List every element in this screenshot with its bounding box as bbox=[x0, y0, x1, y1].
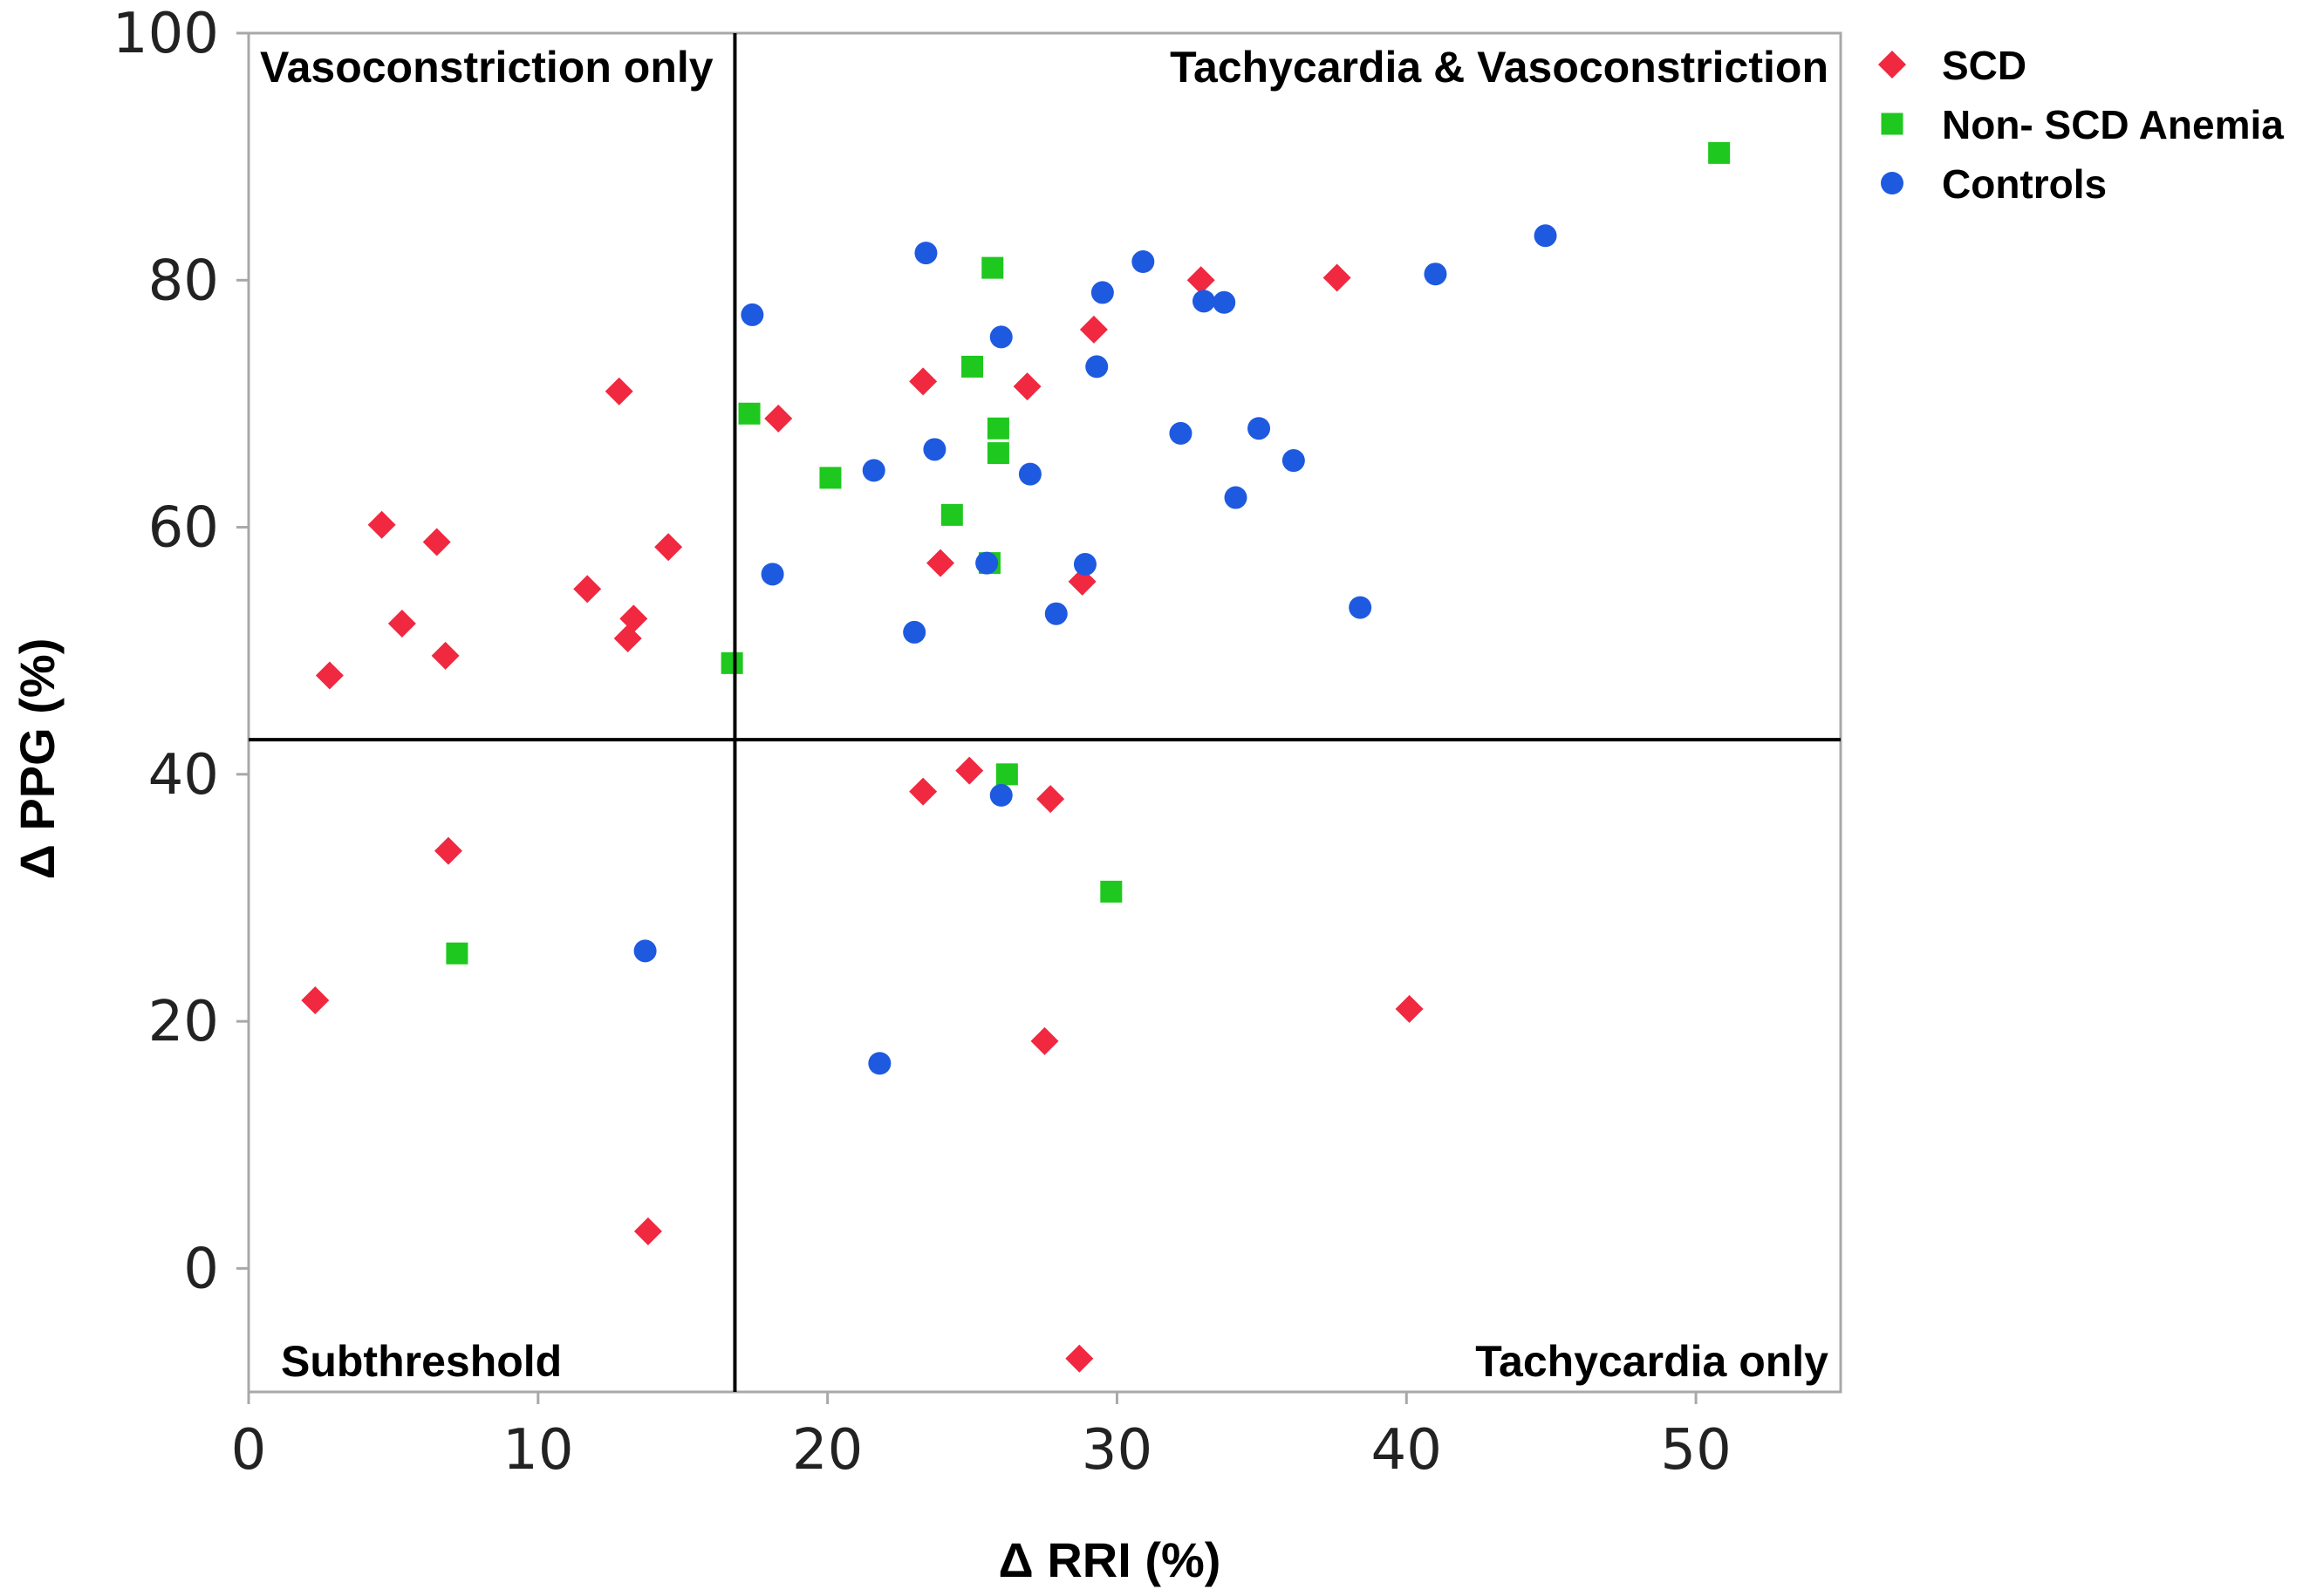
controls-point bbox=[1018, 462, 1042, 486]
scd-point bbox=[301, 986, 330, 1015]
non-scd-anemia-point bbox=[961, 355, 984, 378]
scd-point bbox=[422, 528, 451, 556]
scd-point bbox=[1186, 266, 1215, 295]
controls-point bbox=[903, 620, 926, 644]
legend-marker-non-scd-anemia bbox=[1881, 113, 1903, 135]
non-scd-anemia-point bbox=[987, 417, 1009, 440]
controls-point bbox=[1281, 449, 1305, 473]
scd-point bbox=[573, 575, 602, 604]
controls-point bbox=[923, 438, 946, 461]
controls-point bbox=[1349, 596, 1372, 619]
scd-point bbox=[1395, 994, 1424, 1023]
y-tick-label: 0 bbox=[183, 1237, 219, 1301]
scd-point bbox=[431, 641, 460, 670]
scd-point bbox=[633, 1217, 662, 1245]
x-tick-label: 0 bbox=[231, 1418, 267, 1483]
x-tick-label: 10 bbox=[502, 1418, 573, 1483]
quadrant-label-bottom-left: Subthreshold bbox=[281, 1337, 562, 1386]
scd-point bbox=[619, 604, 648, 633]
x-tick-label: 30 bbox=[1082, 1418, 1152, 1483]
scd-point bbox=[1013, 372, 1042, 401]
scd-point bbox=[955, 756, 984, 785]
controls-point bbox=[868, 1052, 892, 1075]
y-axis-label: Δ PPG (%) bbox=[10, 638, 65, 880]
scd-point bbox=[654, 533, 683, 562]
controls-point bbox=[989, 325, 1013, 349]
x-axis: 0 10 20 30 40 50 bbox=[231, 1392, 1732, 1483]
x-tick-label: 20 bbox=[792, 1418, 863, 1483]
legend-label-non-scd-anemia: Non- SCD Anemia bbox=[1942, 102, 2284, 147]
scd-point bbox=[909, 367, 938, 396]
non-scd-anemia-point bbox=[995, 763, 1018, 786]
legend-label-controls: Controls bbox=[1942, 161, 2107, 207]
controls-point bbox=[1193, 290, 1215, 313]
controls-point bbox=[1044, 602, 1068, 625]
quadrant-label-top-right: Tachycardia & Vasoconstriction bbox=[1170, 43, 1828, 92]
controls-point bbox=[1213, 290, 1236, 314]
controls-point bbox=[633, 939, 657, 963]
controls-point bbox=[914, 242, 938, 265]
non-scd-anemia-point bbox=[819, 467, 842, 489]
x-tick-label: 40 bbox=[1371, 1418, 1442, 1483]
controls-point bbox=[1073, 553, 1097, 576]
controls-point bbox=[741, 303, 764, 326]
y-tick-label: 40 bbox=[148, 743, 219, 808]
non-scd-anemia-point bbox=[987, 442, 1009, 465]
non-scd-anemia-point bbox=[1708, 141, 1731, 164]
scd-point bbox=[315, 661, 344, 690]
y-tick-label: 60 bbox=[148, 496, 219, 561]
x-tick-label: 50 bbox=[1660, 1418, 1731, 1483]
legend-marker-scd bbox=[1878, 51, 1906, 78]
scd-point bbox=[1036, 785, 1065, 814]
quadrant-label-bottom-right: Tachycardia only bbox=[1475, 1337, 1828, 1386]
controls-point bbox=[1131, 250, 1155, 274]
scd-point bbox=[613, 624, 642, 653]
y-axis: 0 20 40 60 80 100 bbox=[113, 2, 249, 1301]
scd-point bbox=[1079, 315, 1108, 344]
controls-point bbox=[1247, 417, 1271, 440]
controls-point bbox=[1090, 281, 1114, 304]
scd-point bbox=[1322, 263, 1351, 292]
data-points bbox=[301, 141, 1731, 1373]
scd-point bbox=[1030, 1026, 1059, 1055]
legend-label-scd: SCD bbox=[1942, 43, 2026, 88]
controls-point bbox=[975, 551, 999, 575]
non-scd-anemia-point bbox=[721, 651, 743, 674]
controls-point bbox=[1085, 355, 1109, 379]
scd-point bbox=[1065, 1344, 1094, 1373]
scd-point bbox=[909, 777, 938, 806]
controls-point bbox=[1169, 421, 1193, 445]
non-scd-anemia-point bbox=[738, 402, 761, 425]
controls-point bbox=[1424, 263, 1447, 286]
scd-point bbox=[605, 377, 633, 406]
controls-point bbox=[862, 459, 885, 482]
scd-point bbox=[434, 836, 462, 865]
non-scd-anemia-point bbox=[1100, 880, 1123, 903]
scd-point bbox=[367, 510, 396, 539]
non-scd-anemia-point bbox=[940, 503, 963, 526]
x-axis-label: Δ RRI (%) bbox=[999, 1532, 1221, 1587]
non-scd-anemia-point bbox=[446, 942, 468, 965]
legend-marker-controls bbox=[1881, 172, 1903, 194]
legend: SCD Non- SCD Anemia Controls bbox=[1878, 43, 2284, 207]
plot-frame bbox=[247, 31, 1842, 1394]
y-tick-label: 80 bbox=[148, 249, 219, 313]
controls-point bbox=[761, 563, 784, 586]
controls-point bbox=[1224, 486, 1247, 509]
scd-point bbox=[387, 610, 416, 638]
scd-point bbox=[926, 549, 955, 577]
controls-point bbox=[1534, 224, 1557, 248]
y-tick-label: 20 bbox=[148, 990, 219, 1054]
quadrant-label-top-left: Vasoconstriction only bbox=[260, 43, 714, 92]
scd-point bbox=[764, 404, 793, 433]
controls-point bbox=[989, 783, 1013, 807]
y-tick-label: 100 bbox=[113, 2, 219, 66]
non-scd-anemia-point bbox=[981, 256, 1004, 279]
